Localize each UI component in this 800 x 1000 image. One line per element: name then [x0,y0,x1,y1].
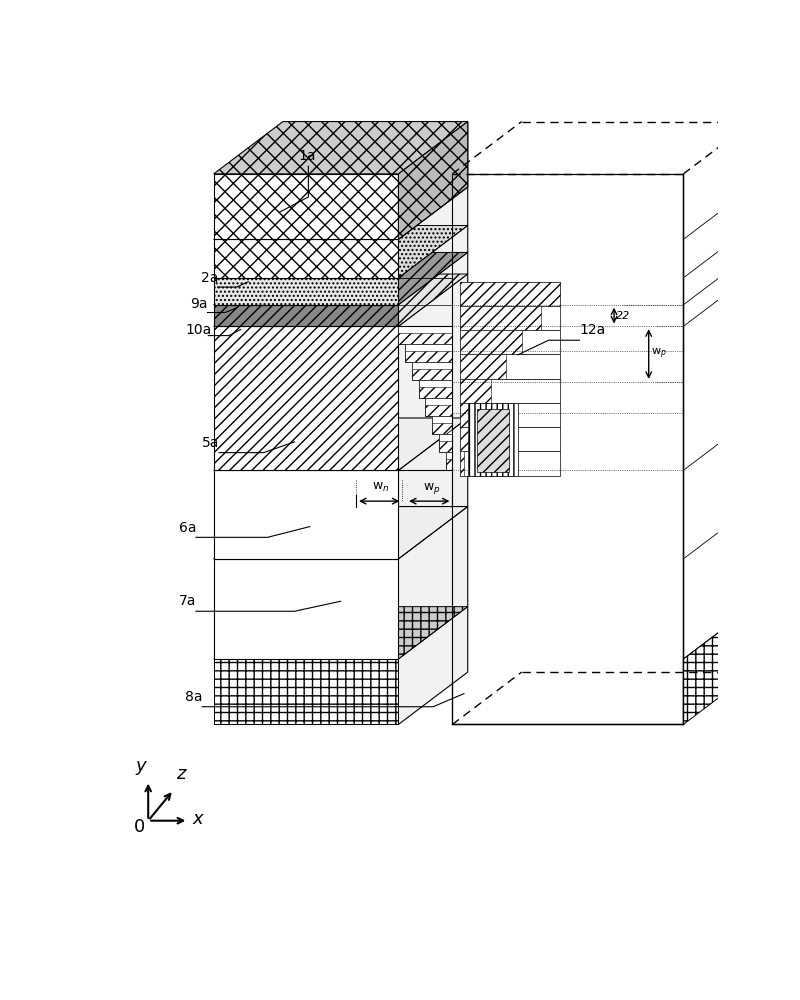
Text: 5a: 5a [202,436,219,450]
Text: 10a: 10a [185,323,211,337]
Text: 9a: 9a [190,297,208,311]
Text: w$_p$: w$_p$ [423,481,441,496]
Polygon shape [418,380,452,398]
Polygon shape [214,559,398,659]
Polygon shape [214,278,398,305]
Polygon shape [460,379,560,403]
Polygon shape [446,452,452,459]
Polygon shape [452,174,683,724]
Text: 22: 22 [616,311,630,321]
Polygon shape [405,344,412,362]
Text: w$_p$: w$_p$ [651,347,666,361]
Polygon shape [460,306,560,330]
Polygon shape [460,403,560,427]
Polygon shape [460,330,560,354]
Polygon shape [214,122,468,174]
Polygon shape [460,282,560,306]
Polygon shape [214,507,468,559]
Text: 6a: 6a [179,521,197,535]
Polygon shape [460,427,560,451]
Polygon shape [412,362,452,380]
Polygon shape [426,398,432,416]
Polygon shape [398,326,405,344]
Text: y: y [135,757,146,775]
Text: x: x [192,810,202,828]
Text: 1a: 1a [298,149,316,163]
Polygon shape [214,326,398,470]
Polygon shape [460,427,472,451]
Polygon shape [432,416,452,423]
Polygon shape [446,452,452,470]
Polygon shape [214,470,398,559]
Polygon shape [460,451,560,476]
Polygon shape [418,380,452,387]
Polygon shape [439,434,452,452]
Polygon shape [460,282,560,306]
Polygon shape [683,607,753,724]
Polygon shape [439,434,452,441]
Polygon shape [460,451,464,476]
Text: 12a: 12a [579,323,606,337]
Polygon shape [398,122,468,724]
Polygon shape [432,416,439,434]
Polygon shape [214,659,398,724]
Polygon shape [412,362,418,380]
Polygon shape [460,330,522,354]
Polygon shape [432,416,452,434]
Text: w$_n$: w$_n$ [371,481,389,494]
Polygon shape [398,326,452,344]
Polygon shape [460,306,541,330]
Polygon shape [460,379,491,403]
Polygon shape [446,452,452,470]
Polygon shape [214,239,398,278]
Polygon shape [412,362,452,369]
Text: 8a: 8a [185,690,202,704]
Text: 7a: 7a [179,594,196,608]
Polygon shape [405,344,452,351]
Text: z: z [176,765,186,783]
Polygon shape [214,225,468,278]
Polygon shape [460,354,560,379]
Polygon shape [398,122,468,239]
Polygon shape [405,344,452,362]
Polygon shape [214,418,468,470]
Polygon shape [468,403,518,476]
Text: 2a: 2a [201,271,218,285]
Polygon shape [477,409,509,472]
Polygon shape [214,252,468,305]
Polygon shape [460,354,506,379]
Polygon shape [460,403,479,427]
Polygon shape [426,398,452,416]
Polygon shape [214,305,398,326]
Text: 0: 0 [134,818,146,836]
Polygon shape [214,274,468,326]
Polygon shape [214,174,398,239]
Polygon shape [214,187,468,239]
Polygon shape [398,326,452,333]
Polygon shape [426,398,452,405]
Polygon shape [214,607,468,659]
Polygon shape [439,434,446,452]
Polygon shape [418,380,426,398]
